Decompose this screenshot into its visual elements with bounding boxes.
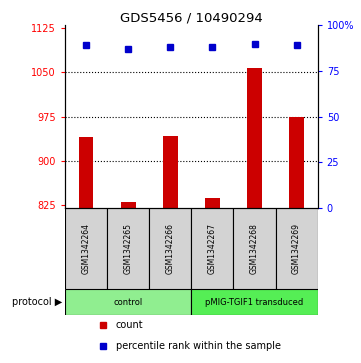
Bar: [107, 208, 149, 289]
Bar: [163, 136, 178, 208]
Bar: [289, 117, 304, 208]
Bar: [191, 289, 318, 315]
Text: control: control: [113, 298, 143, 306]
Bar: [234, 208, 275, 289]
Bar: [275, 208, 318, 289]
Text: GSM1342265: GSM1342265: [124, 223, 132, 274]
Text: GSM1342264: GSM1342264: [82, 223, 91, 274]
Text: pMIG-TGIF1 transduced: pMIG-TGIF1 transduced: [205, 298, 304, 306]
Bar: [121, 202, 135, 208]
Text: protocol ▶: protocol ▶: [12, 297, 62, 307]
Bar: [79, 137, 93, 208]
Bar: [65, 208, 107, 289]
Bar: [247, 68, 262, 208]
Text: count: count: [116, 320, 143, 330]
Bar: [205, 199, 220, 208]
Bar: [65, 289, 191, 315]
Text: GSM1342268: GSM1342268: [250, 223, 259, 274]
Title: GDS5456 / 10490294: GDS5456 / 10490294: [120, 11, 263, 24]
Text: GSM1342267: GSM1342267: [208, 223, 217, 274]
Text: percentile rank within the sample: percentile rank within the sample: [116, 340, 280, 351]
Text: GSM1342266: GSM1342266: [166, 223, 175, 274]
Text: GSM1342269: GSM1342269: [292, 223, 301, 274]
Bar: [191, 208, 234, 289]
Bar: [149, 208, 191, 289]
